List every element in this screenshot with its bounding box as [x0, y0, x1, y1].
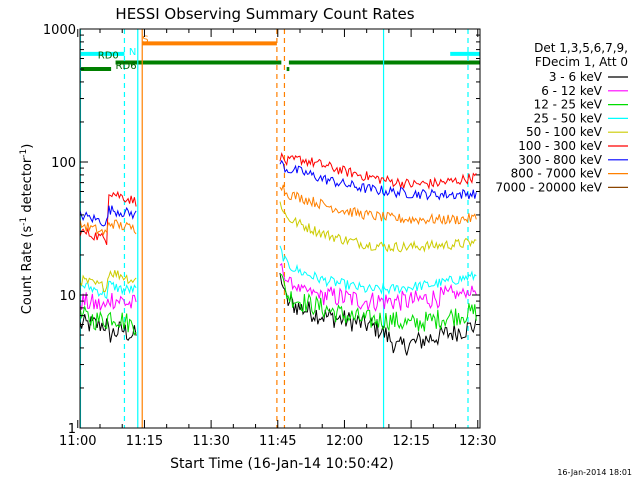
y-axis-label-superscript: -1	[19, 217, 29, 226]
annotation-label: S	[142, 35, 148, 46]
series-line-3-6keV	[279, 272, 477, 356]
legend-entry-label: 7000 - 20000 keV	[495, 180, 602, 194]
series-line-50-100keV	[79, 269, 137, 293]
x-tick-label: 11:30	[192, 434, 229, 449]
legend-entry-label: 3 - 6 keV	[549, 70, 603, 84]
x-axis-label: Start Time (16-Jan-14 10:50:42)	[170, 456, 394, 472]
y-axis-label-part: )	[20, 144, 35, 149]
y-tick-label: 100	[51, 156, 76, 171]
legend: Det 1,3,5,6,7,9, FDecim 1, Att 0 3 - 6 k…	[495, 41, 628, 194]
legend-header-line: Det 1,3,5,6,7,9,	[534, 41, 628, 55]
series-line-6-12keV	[79, 292, 137, 311]
annotation-label: RD6	[116, 61, 137, 72]
series-line-25-50keV	[79, 280, 137, 300]
series-line-300-800keV	[79, 205, 137, 227]
x-tick-label: 11:15	[126, 434, 163, 449]
series-line-100-300keV	[79, 190, 137, 245]
series-line-100-300keV	[279, 152, 477, 190]
annotation-label: RD0	[98, 51, 119, 62]
x-tick-label: 12:30	[459, 434, 496, 449]
legend-entry-label: 50 - 100 keV	[526, 125, 603, 139]
annotation-label: N	[129, 47, 136, 58]
legend-entry-label: 100 - 300 keV	[518, 139, 602, 153]
y-axis-label-part: Count Rate (s	[20, 226, 35, 315]
series-line-3-6keV	[79, 314, 137, 343]
legend-entry-label: 12 - 25 keV	[534, 98, 603, 112]
y-axis-label-superscript: -1	[19, 149, 29, 158]
x-tick-label: 11:45	[259, 434, 296, 449]
x-tick-label: 12:00	[326, 434, 363, 449]
series-line-25-50keV	[279, 245, 477, 295]
series-line-6-12keV	[279, 262, 477, 312]
series-line-50-100keV	[279, 201, 477, 253]
chart-title: HESSI Observing Summary Count Rates	[115, 5, 414, 23]
legend-entry-label: 25 - 50 keV	[534, 111, 603, 125]
plot-frame	[79, 28, 481, 429]
x-tick-label: 12:15	[392, 434, 429, 449]
series-line-12-25keV	[279, 274, 477, 333]
x-tick-label: 11:00	[59, 434, 96, 449]
y-tick-label: 10	[59, 289, 76, 304]
series-line-12-25keV	[79, 304, 137, 336]
y-tick-label: 1	[68, 422, 76, 437]
y-axis-label: Count Rate (s-1 detector-1)	[19, 144, 35, 315]
legend-entry-label: 6 - 12 keV	[541, 84, 603, 98]
y-tick-label: 1000	[43, 23, 76, 38]
series-line-300-800keV	[279, 159, 477, 201]
footer-timestamp: 16-Jan-2014 18:01	[557, 468, 632, 477]
y-axis-label-part: detector	[20, 157, 35, 217]
axes: 11:00 11:15 11:30 11:45 12:00 12:15 12:30 1 10 10…	[43, 23, 497, 449]
series-line-800-7000keV	[279, 184, 477, 226]
legend-header-line: FDecim 1, Att 0	[535, 55, 628, 69]
legend-entry-label: 800 - 7000 keV	[511, 167, 603, 181]
legend-entry-label: 300 - 800 keV	[518, 153, 602, 167]
series-line-800-7000keV	[79, 219, 137, 236]
